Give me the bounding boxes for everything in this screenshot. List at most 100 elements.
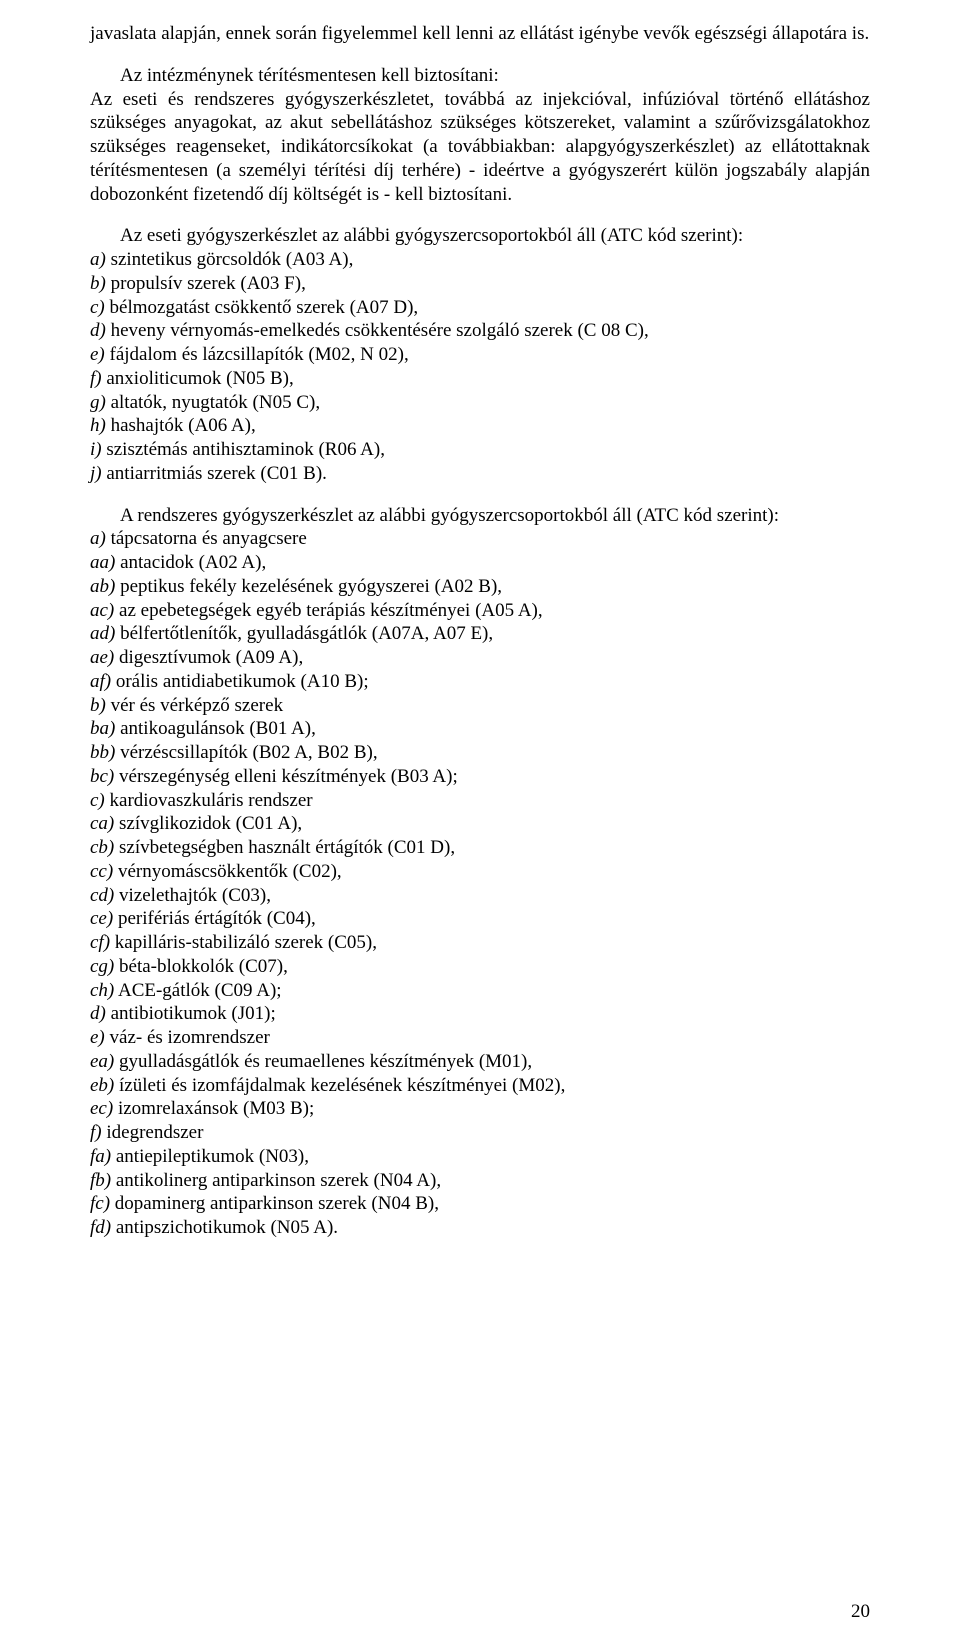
rendszeres-item: ec) izomrelaxánsok (M03 B); — [90, 1097, 870, 1121]
eseti-item-text: szintetikus görcsoldók (A03 A), — [106, 249, 354, 270]
rendszeres-item-text: digesztívumok (A09 A), — [114, 647, 303, 668]
rendszeres-item-marker: f) — [90, 1122, 102, 1143]
rendszeres-item-text: antibiotikumok (J01); — [106, 1003, 276, 1024]
rendszeres-item-text: vérszegénység elleni készítmények (B03 A… — [114, 766, 457, 787]
rendszeres-item: cd) vizelethajtók (C03), — [90, 884, 870, 908]
rendszeres-item: ad) bélfertőtlenítők, gyulladásgátlók (A… — [90, 622, 870, 646]
rendszeres-item: fb) antikolinerg antiparkinson szerek (N… — [90, 1169, 870, 1193]
eseti-item: e) fájdalom és lázcsillapítók (M02, N 02… — [90, 343, 870, 367]
rendszeres-item-marker: fa) — [90, 1146, 111, 1167]
rendszeres-item-marker: af) — [90, 671, 111, 692]
rendszeres-item: e) váz- és izomrendszer — [90, 1026, 870, 1050]
rendszeres-item-marker: ce) — [90, 908, 113, 929]
rendszeres-item-text: peptikus fekély kezelésének gyógyszerei … — [115, 576, 502, 597]
rendszeres-item: ab) peptikus fekély kezelésének gyógysze… — [90, 575, 870, 599]
rendszeres-item-text: gyulladásgátlók és reumaellenes készítmé… — [114, 1051, 532, 1072]
eseti-item: i) szisztémás antihisztaminok (R06 A), — [90, 438, 870, 462]
rendszeres-item: ca) szívglikozidok (C01 A), — [90, 812, 870, 836]
eseti-item: j) antiarritmiás szerek (C01 B). — [90, 462, 870, 486]
rendszeres-item: cb) szívbetegségben használt értágítók (… — [90, 836, 870, 860]
rendszeres-item-marker: cd) — [90, 885, 114, 906]
rendszeres-item: fa) antiepileptikumok (N03), — [90, 1145, 870, 1169]
rendszeres-item: fd) antipszichotikumok (N05 A). — [90, 1216, 870, 1240]
rendszeres-item-marker: b) — [90, 695, 106, 716]
rendszeres-item: ba) antikoagulánsok (B01 A), — [90, 717, 870, 741]
rendszeres-item-text: kardiovaszkuláris rendszer — [105, 790, 313, 811]
rendszeres-item: d) antibiotikumok (J01); — [90, 1002, 870, 1026]
eseti-item: f) anxioliticumok (N05 B), — [90, 367, 870, 391]
rendszeres-item: cg) béta-blokkolók (C07), — [90, 955, 870, 979]
rendszeres-item: cc) vérnyomáscsökkentők (C02), — [90, 860, 870, 884]
rendszeres-item-marker: ea) — [90, 1051, 114, 1072]
rendszeres-item-text: antikoagulánsok (B01 A), — [115, 718, 316, 739]
eseti-item-text: fájdalom és lázcsillapítók (M02, N 02), — [105, 344, 409, 365]
rendszeres-item-marker: ae) — [90, 647, 114, 668]
rendszeres-item-marker: ba) — [90, 718, 115, 739]
rendszeres-item-text: antipszichotikumok (N05 A). — [111, 1217, 338, 1238]
rendszeres-intro: A rendszeres gyógyszerkészlet az alábbi … — [90, 504, 870, 528]
rendszeres-item-text: antikolinerg antiparkinson szerek (N04 A… — [111, 1170, 441, 1191]
eseti-item-text: hashajtók (A06 A), — [106, 415, 256, 436]
rendszeres-item-text: tápcsatorna és anyagcsere — [106, 528, 307, 549]
eseti-item-marker: i) — [90, 439, 102, 460]
rendszeres-item: bc) vérszegénység elleni készítmények (B… — [90, 765, 870, 789]
eseti-item-marker: a) — [90, 249, 106, 270]
rendszeres-item-text: bélfertőtlenítők, gyulladásgátlók (A07A,… — [115, 623, 493, 644]
eseti-item-text: szisztémás antihisztaminok (R06 A), — [102, 439, 385, 460]
rendszeres-item-text: idegrendszer — [102, 1122, 204, 1143]
rendszeres-item-marker: cc) — [90, 861, 113, 882]
rendszeres-item-text: szívglikozidok (C01 A), — [114, 813, 302, 834]
paragraph-intezmeny: Az intézménynek térítésmentesen kell biz… — [90, 64, 870, 207]
rendszeres-item-marker: a) — [90, 528, 106, 549]
rendszeres-item-text: izomrelaxánsok (M03 B); — [113, 1098, 314, 1119]
rendszeres-item-marker: ca) — [90, 813, 114, 834]
eseti-item: g) altatók, nyugtatók (N05 C), — [90, 391, 870, 415]
eseti-item-marker: h) — [90, 415, 106, 436]
rendszeres-item-marker: ch) — [90, 980, 114, 1001]
eseti-item-text: antiarritmiás szerek (C01 B). — [102, 463, 327, 484]
rendszeres-item-text: perifériás értágítók (C04), — [113, 908, 316, 929]
rendszeres-item-marker: fd) — [90, 1217, 111, 1238]
eseti-item-marker: e) — [90, 344, 105, 365]
eseti-item-marker: b) — [90, 273, 106, 294]
rendszeres-item-text: ACE-gátlók (C09 A); — [114, 980, 281, 1001]
rendszeres-item-text: antiepileptikumok (N03), — [111, 1146, 309, 1167]
rendszeres-item-marker: cf) — [90, 932, 110, 953]
eseti-list: a) szintetikus görcsoldók (A03 A),b) pro… — [90, 248, 870, 486]
page-number: 20 — [851, 1600, 870, 1624]
eseti-item-marker: g) — [90, 392, 106, 413]
rendszeres-item: ch) ACE-gátlók (C09 A); — [90, 979, 870, 1003]
eseti-item: b) propulsív szerek (A03 F), — [90, 272, 870, 296]
rendszeres-item: ea) gyulladásgátlók és reumaellenes kész… — [90, 1050, 870, 1074]
rendszeres-item-marker: ad) — [90, 623, 115, 644]
paragraph-top-fragment: javaslata alapján, ennek során figyelemm… — [90, 22, 870, 46]
rendszeres-item-marker: aa) — [90, 552, 115, 573]
eseti-item-text: propulsív szerek (A03 F), — [106, 273, 306, 294]
rendszeres-item-text: béta-blokkolók (C07), — [114, 956, 288, 977]
rendszeres-list: a) tápcsatorna és anyagcsereaa) antacido… — [90, 527, 870, 1240]
rendszeres-item-text: dopaminerg antiparkinson szerek (N04 B), — [110, 1193, 439, 1214]
rendszeres-item: ae) digesztívumok (A09 A), — [90, 646, 870, 670]
rendszeres-item-text: kapilláris-stabilizáló szerek (C05), — [110, 932, 377, 953]
rendszeres-item-marker: cb) — [90, 837, 114, 858]
eseti-item: d) heveny vérnyomás-emelkedés csökkentés… — [90, 319, 870, 343]
rendszeres-item: cf) kapilláris-stabilizáló szerek (C05), — [90, 931, 870, 955]
rendszeres-item-marker: bc) — [90, 766, 114, 787]
document-page: javaslata alapján, ennek során figyelemm… — [0, 0, 960, 1640]
rendszeres-item: af) orális antidiabetikumok (A10 B); — [90, 670, 870, 694]
rendszeres-item-marker: e) — [90, 1027, 105, 1048]
eseti-item-marker: c) — [90, 297, 105, 318]
rendszeres-item-text: váz- és izomrendszer — [105, 1027, 270, 1048]
rendszeres-item-marker: eb) — [90, 1075, 114, 1096]
rendszeres-item: ac) az epebetegségek egyéb terápiás kész… — [90, 599, 870, 623]
rendszeres-item-text: antacidok (A02 A), — [115, 552, 266, 573]
eseti-item-marker: f) — [90, 368, 102, 389]
rendszeres-item: f) idegrendszer — [90, 1121, 870, 1145]
eseti-item-text: anxioliticumok (N05 B), — [102, 368, 294, 389]
rendszeres-item: c) kardiovaszkuláris rendszer — [90, 789, 870, 813]
rendszeres-item-marker: fb) — [90, 1170, 111, 1191]
rendszeres-item: a) tápcsatorna és anyagcsere — [90, 527, 870, 551]
eseti-block: Az eseti gyógyszerkészlet az alábbi gyóg… — [90, 224, 870, 485]
rendszeres-item-marker: d) — [90, 1003, 106, 1024]
rendszeres-item-marker: ec) — [90, 1098, 113, 1119]
